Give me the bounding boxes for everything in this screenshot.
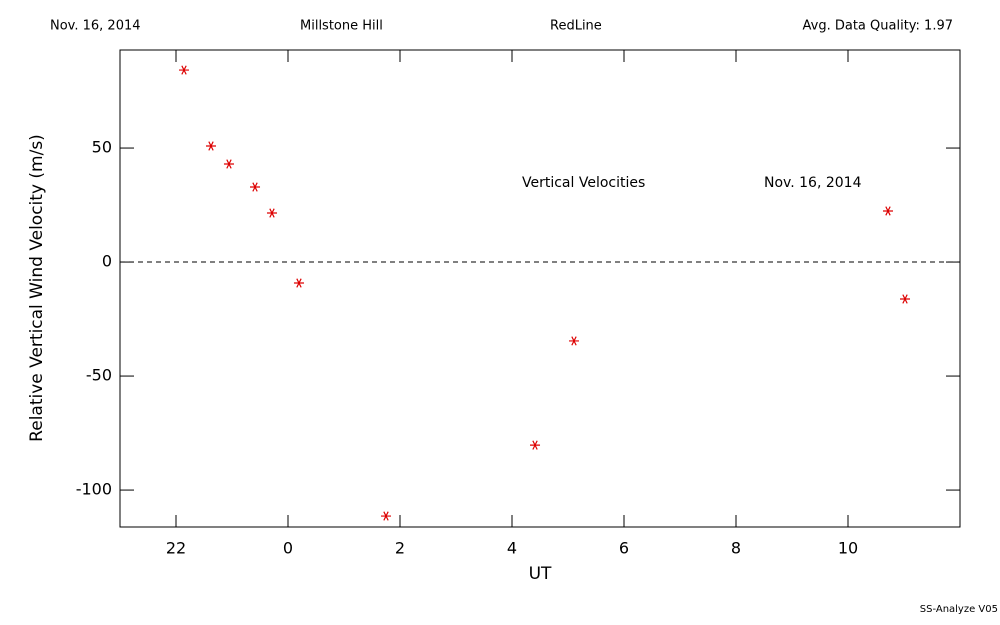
annotation: Vertical Velocities bbox=[522, 175, 645, 191]
plot-frame bbox=[119, 49, 961, 528]
data-point bbox=[568, 336, 579, 346]
x-tick-label: 8 bbox=[731, 539, 741, 558]
data-point bbox=[530, 440, 541, 450]
x-tick-label: 22 bbox=[166, 539, 186, 558]
header-quality: Avg. Data Quality: 1.97 bbox=[803, 19, 953, 34]
y-tick-label: 50 bbox=[92, 138, 112, 157]
x-tick-label: 6 bbox=[619, 539, 629, 558]
data-point bbox=[381, 511, 391, 521]
x-tick-label: 10 bbox=[838, 539, 858, 558]
x-tick-label: 0 bbox=[283, 539, 293, 558]
footer: SS-Analyze V05 bbox=[920, 604, 998, 615]
header-site: Millstone Hill bbox=[300, 19, 383, 34]
data-point bbox=[250, 182, 261, 192]
header-line: RedLine bbox=[550, 19, 602, 34]
x-tick-label: 4 bbox=[507, 539, 517, 558]
x-axis-label: UT bbox=[529, 564, 552, 584]
y-tick-label: -50 bbox=[86, 366, 112, 385]
data-point bbox=[206, 141, 216, 151]
x-tick-label: 2 bbox=[395, 539, 405, 558]
data-point bbox=[266, 208, 277, 218]
y-tick-label: -100 bbox=[76, 480, 112, 499]
y-tick-label: 0 bbox=[102, 252, 112, 271]
y-axis-label: Relative Vertical Wind Velocity (m/s) bbox=[27, 134, 47, 442]
data-point bbox=[179, 65, 190, 75]
data-point bbox=[900, 294, 911, 304]
data-point bbox=[223, 159, 234, 169]
annotation: Nov. 16, 2014 bbox=[764, 175, 862, 191]
data-point bbox=[293, 278, 304, 288]
header-date: Nov. 16, 2014 bbox=[50, 19, 141, 34]
data-point bbox=[882, 206, 893, 216]
